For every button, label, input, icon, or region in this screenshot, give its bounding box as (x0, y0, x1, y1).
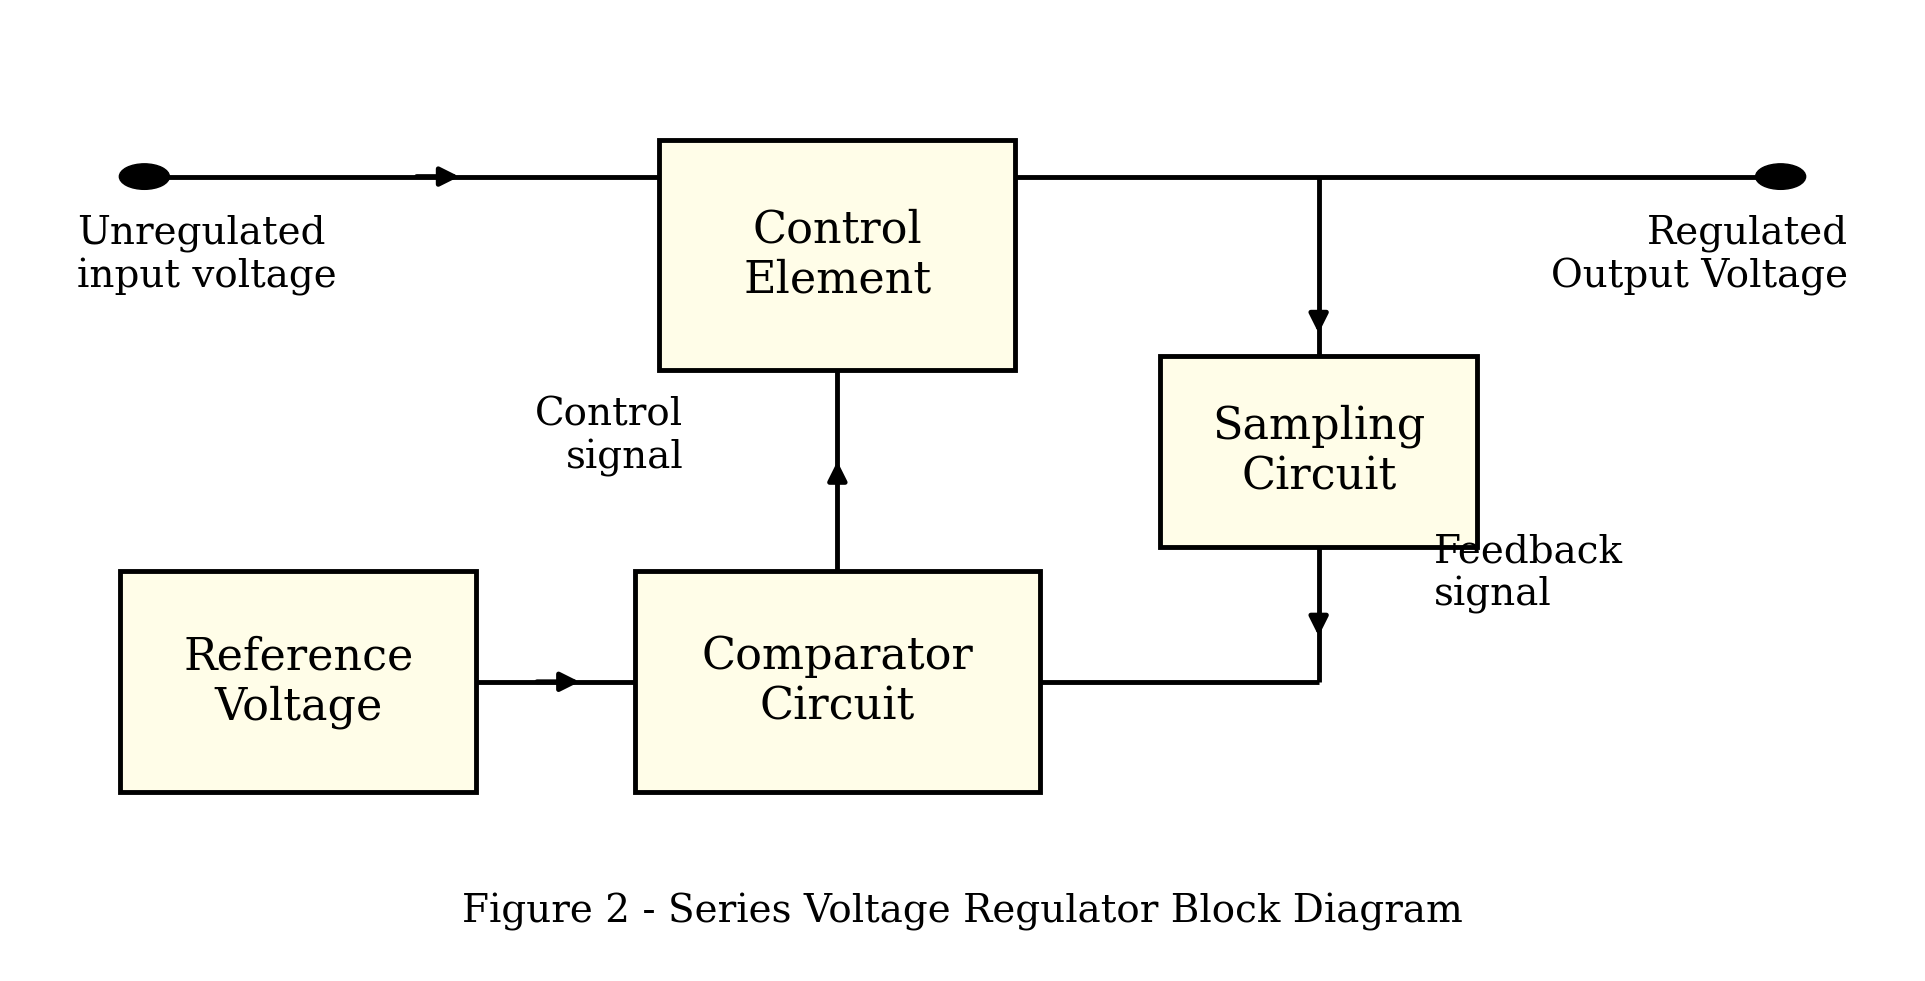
Circle shape (119, 164, 169, 189)
Text: Sampling
Circuit: Sampling Circuit (1213, 404, 1424, 498)
Bar (119, 571, 477, 793)
Text: Comparator
Circuit: Comparator Circuit (701, 636, 974, 728)
Circle shape (1756, 164, 1806, 189)
Bar (1159, 355, 1478, 546)
Text: Regulated
Output Voltage: Regulated Output Voltage (1552, 215, 1848, 295)
Text: Feedback
signal: Feedback signal (1434, 534, 1623, 614)
Bar (635, 571, 1040, 793)
Text: Control
signal: Control signal (535, 396, 683, 477)
Bar (658, 139, 1016, 370)
Text: Unregulated
input voltage: Unregulated input voltage (77, 215, 337, 295)
Text: Control
Element: Control Element (743, 209, 932, 301)
Text: Figure 2 - Series Voltage Regulator Block Diagram: Figure 2 - Series Voltage Regulator Bloc… (462, 894, 1463, 931)
Text: Reference
Voltage: Reference Voltage (183, 635, 414, 729)
